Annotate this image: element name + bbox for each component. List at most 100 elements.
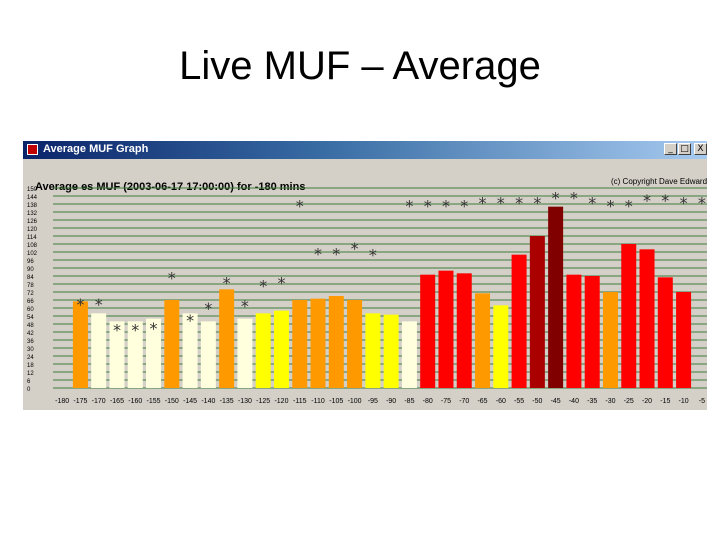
y-tick-label: 12 (27, 371, 34, 377)
copyright-text: (c) Copyright Dave Edwards (611, 177, 707, 186)
star-marker: * (277, 274, 285, 293)
star-marker: * (460, 196, 468, 215)
x-tick-label: -60 (496, 398, 506, 405)
bar (511, 254, 527, 388)
x-tick-label: -15 (660, 398, 670, 405)
x-tick-label: -130 (238, 398, 252, 405)
bar (109, 321, 125, 388)
x-tick-label: -150 (165, 398, 179, 405)
bar (493, 305, 509, 388)
bar (219, 289, 235, 388)
star-marker: * (296, 196, 304, 215)
bar (438, 270, 454, 388)
star-marker: * (661, 191, 669, 210)
x-tick-label: -70 (459, 398, 469, 405)
y-tick-label: 18 (27, 363, 34, 369)
y-tick-label: 114 (27, 235, 37, 241)
x-tick-label: -80 (423, 398, 433, 405)
x-tick-label: -95 (368, 398, 378, 405)
bar (657, 277, 673, 388)
star-marker: * (570, 188, 578, 207)
maximize-button[interactable]: □ (678, 143, 691, 155)
x-tick-label: -115 (293, 398, 307, 405)
y-tick-label: 90 (27, 267, 34, 273)
x-tick-label: -105 (329, 398, 343, 405)
bar (639, 249, 655, 388)
y-tick-label: 24 (27, 355, 34, 361)
bar (72, 301, 88, 388)
y-tick-label: 42 (27, 331, 34, 337)
y-tick-label: 102 (27, 251, 38, 257)
bar (676, 292, 692, 388)
x-tick-label: -165 (110, 398, 124, 405)
bar (127, 321, 143, 388)
bar (383, 314, 399, 388)
star-marker: * (332, 244, 340, 263)
y-tick-label: 150 (27, 187, 38, 193)
minimize-button[interactable]: _ (664, 143, 677, 155)
star-marker: * (533, 194, 541, 213)
bar (566, 274, 582, 388)
bar (529, 236, 545, 388)
star-marker: * (625, 196, 633, 215)
x-tick-label: -65 (477, 398, 487, 405)
bar (164, 300, 180, 388)
y-tick-label: 72 (27, 291, 34, 297)
x-tick-label: -25 (624, 398, 634, 405)
muf-chart: 1501441381321261201141081029690847872666… (27, 187, 707, 405)
x-tick-label: -35 (587, 398, 597, 405)
x-tick-label: -85 (404, 398, 414, 405)
star-marker: * (497, 194, 505, 213)
y-tick-label: 48 (27, 323, 34, 329)
star-marker: * (241, 296, 249, 315)
star-marker: * (442, 196, 450, 215)
x-tick-label: -155 (147, 398, 161, 405)
bar (146, 318, 162, 388)
y-tick-label: 54 (27, 315, 34, 321)
x-tick-label: -40 (569, 398, 579, 405)
star-marker: * (479, 194, 487, 213)
bar (584, 276, 600, 388)
x-tick-label: -140 (201, 398, 215, 405)
star-marker: * (95, 295, 103, 314)
star-marker: * (186, 311, 194, 330)
y-tick-label: 0 (27, 387, 31, 393)
y-tick-label: 36 (27, 339, 34, 345)
star-marker: * (515, 194, 523, 213)
x-tick-label: -120 (274, 398, 288, 405)
x-tick-label: -45 (551, 398, 561, 405)
app-icon (27, 144, 38, 155)
x-tick-label: -100 (348, 398, 362, 405)
bar (182, 313, 198, 388)
y-tick-label: 132 (27, 211, 38, 217)
bar (273, 310, 289, 388)
bar (365, 313, 381, 388)
x-tick-label: -170 (92, 398, 106, 405)
star-marker: * (698, 194, 706, 213)
close-button[interactable]: X (694, 143, 707, 155)
x-tick-label: -110 (311, 398, 325, 405)
star-marker: * (680, 194, 688, 213)
bar (456, 273, 472, 388)
star-marker: * (168, 268, 176, 287)
y-tick-label: 120 (27, 227, 38, 233)
y-tick-label: 84 (27, 275, 34, 281)
bar (310, 298, 326, 388)
star-marker: * (113, 320, 121, 339)
window-titlebar[interactable]: Average MUF Graph _ □ X (23, 141, 707, 159)
bar (200, 321, 216, 388)
star-marker: * (131, 320, 139, 339)
bar (548, 206, 564, 388)
star-marker: * (643, 191, 651, 210)
x-tick-label: -75 (441, 398, 451, 405)
chart-header: Average es MUF (2003-06-17 17:00:00) for… (35, 181, 306, 193)
star-marker: * (606, 196, 614, 215)
x-tick-label: -10 (679, 398, 689, 405)
star-marker: * (314, 244, 322, 263)
y-tick-label: 6 (27, 379, 31, 385)
bar (255, 313, 271, 388)
y-tick-label: 96 (27, 259, 34, 265)
star-marker: * (405, 196, 413, 215)
bar (328, 296, 344, 388)
star-marker: * (351, 239, 359, 258)
